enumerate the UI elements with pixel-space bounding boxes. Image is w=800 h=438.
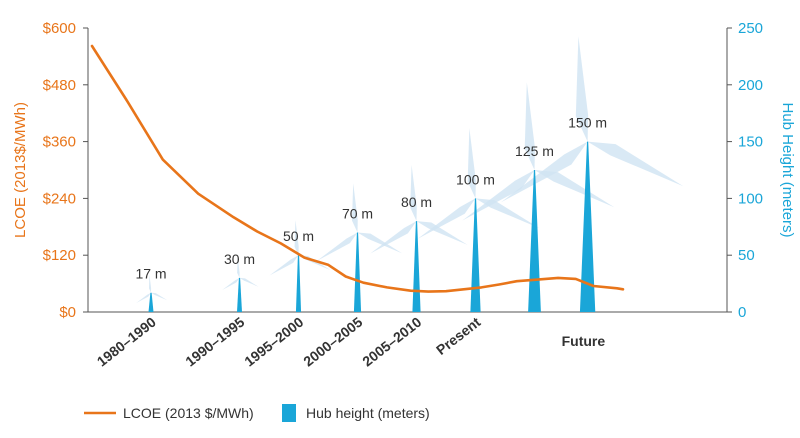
left-tick-label: $360 xyxy=(43,134,76,151)
hub-height-label: 80 m xyxy=(401,194,432,210)
hub-height-bar xyxy=(528,170,541,312)
turbine-blade xyxy=(524,82,535,170)
turbine-blade xyxy=(239,277,259,287)
hub-height-label: 125 m xyxy=(515,143,554,159)
turbine-blades-decoration xyxy=(136,36,684,304)
right-tick-label: 200 xyxy=(738,77,763,94)
category-label: 2005–2010 xyxy=(359,314,424,370)
turbine-blade xyxy=(410,164,417,222)
left-tick-label: $600 xyxy=(43,20,76,37)
right-tick-label: 100 xyxy=(738,190,763,207)
turbine-blade xyxy=(151,292,168,301)
turbine-blade xyxy=(417,198,476,239)
turbine-blade xyxy=(475,198,540,229)
turbine-blade xyxy=(370,221,417,254)
legend-line-label: LCOE (2013 $/MWh) xyxy=(123,405,254,421)
hub-height-label: 100 m xyxy=(456,171,495,187)
turbine-blade xyxy=(587,141,684,187)
legend-bar-label: Hub height (meters) xyxy=(306,405,430,421)
category-label: 1995–2000 xyxy=(241,314,306,370)
left-tick-label: $0 xyxy=(59,304,76,321)
hub-height-label: 50 m xyxy=(283,228,314,244)
hub-height-label: 70 m xyxy=(342,205,373,221)
left-tick-label: $480 xyxy=(43,77,76,94)
turbine-blade xyxy=(501,141,588,203)
hub-height-bar xyxy=(412,221,421,312)
hub-height-bar xyxy=(579,141,596,312)
turbine-blade xyxy=(317,232,358,261)
turbine-blade xyxy=(237,256,240,278)
right-tick-label: 0 xyxy=(738,304,746,321)
category-label: Future xyxy=(562,333,606,349)
turbine-blade xyxy=(357,232,403,254)
right-tick-label: 50 xyxy=(738,247,755,264)
left-tick-label: $120 xyxy=(43,247,76,264)
hub-height-label: 17 m xyxy=(135,266,166,282)
turbine-blade xyxy=(148,274,152,293)
hub-height-bars xyxy=(148,141,596,312)
hub-height-labels: 17 m 30 m 50 m 70 m 80 m 100 m 125 m 150 m xyxy=(135,115,607,282)
right-tick-label: 250 xyxy=(738,20,763,37)
category-label: 1990–1995 xyxy=(182,314,247,370)
hub-height-bar xyxy=(237,277,242,312)
hub-height-bar xyxy=(148,292,154,312)
turbine-blade xyxy=(467,128,476,199)
hub-height-label: 30 m xyxy=(224,251,255,267)
x-axis-categories: 1980–1990 1990–19951995–20002000–20052005… xyxy=(94,314,606,370)
hub-height-label: 150 m xyxy=(568,115,607,131)
category-label: 2000–2005 xyxy=(300,314,365,370)
lcoe-line xyxy=(90,44,625,293)
right-axis-title: Hub Height (meters) xyxy=(779,102,796,237)
turbine-blade xyxy=(352,183,358,233)
hub-height-bar xyxy=(353,232,362,312)
left-axis-ticks: $0 $120 $240 $360 $480 $600 xyxy=(43,20,88,321)
category-label: 1980–1990 xyxy=(94,314,159,370)
turbine-blade xyxy=(416,221,468,245)
turbine-blade xyxy=(534,170,615,208)
turbine-blade xyxy=(575,36,589,142)
turbine-blade xyxy=(136,292,151,304)
legend: LCOE (2013 $/MWh) Hub height (meters) xyxy=(84,404,430,422)
right-axis-ticks: 0 50 100 150 200 250 xyxy=(727,20,763,321)
legend-bar-swatch xyxy=(282,404,296,422)
left-tick-label: $240 xyxy=(43,190,76,207)
category-label: Present xyxy=(433,314,484,358)
hub-height-bar xyxy=(470,198,481,312)
turbine-blade xyxy=(222,277,240,291)
turbine-blade xyxy=(294,220,299,256)
right-tick-label: 150 xyxy=(738,134,763,151)
left-axis-title: LCOE (2013$/MWh) xyxy=(12,102,29,238)
turbine-blade xyxy=(462,170,535,221)
turbine-blade xyxy=(269,255,299,276)
hub-height-bar xyxy=(295,255,302,312)
